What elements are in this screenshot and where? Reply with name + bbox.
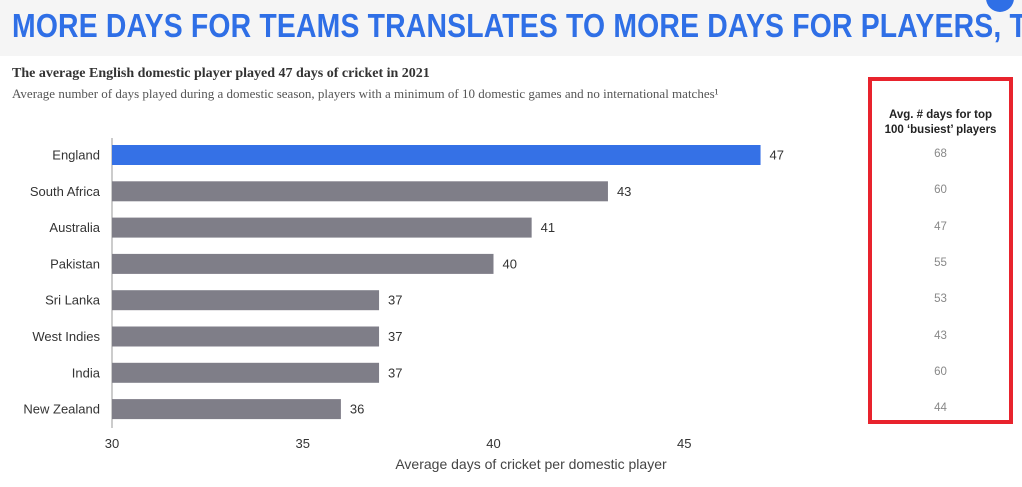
value-label: 37 — [388, 329, 402, 344]
value-label: 36 — [350, 402, 364, 417]
value-label: 40 — [503, 256, 517, 271]
category-label: Australia — [49, 220, 100, 235]
chart-subtitle: Average number of days played during a d… — [12, 86, 719, 101]
x-axis-title: Average days of cricket per domestic pla… — [395, 456, 667, 472]
busiest-players-value: 68 — [934, 148, 947, 160]
x-tick-label: 45 — [677, 436, 691, 451]
busiest-players-value: 47 — [934, 220, 947, 233]
busiest-players-panel: Avg. # days for top 100 ‘busiest’ player… — [868, 77, 1013, 424]
category-label: South Africa — [30, 184, 101, 199]
x-tick-label: 30 — [105, 436, 119, 451]
value-label: 43 — [617, 184, 631, 199]
value-label: 47 — [770, 148, 784, 163]
bar-chart: England 47 South Africa 43 Australia 41 Pakist… — [23, 138, 784, 472]
headline: MORE DAYS FOR TEAMS TRANSLATES TO MORE D… — [12, 7, 1022, 44]
busiest-players-value: 55 — [934, 256, 947, 269]
busiest-players-header-line2: 100 ‘busiest’ players — [884, 124, 997, 136]
category-label: New Zealand — [23, 402, 100, 417]
bar-south-africa — [112, 181, 608, 202]
bar-australia — [112, 217, 532, 238]
bar-west-indies — [112, 326, 380, 347]
x-tick-label: 40 — [486, 436, 500, 451]
busiest-players-value: 60 — [934, 184, 947, 197]
chart-title: The average English domestic player play… — [12, 66, 430, 81]
value-label: 41 — [541, 220, 555, 235]
busiest-players-header: Avg. # days for top 100 ‘busiest’ player… — [872, 108, 1009, 138]
headline-banner: MORE DAYS FOR TEAMS TRANSLATES TO MORE D… — [0, 0, 1022, 56]
value-label: 37 — [388, 365, 402, 380]
category-label: West Indies — [32, 329, 100, 344]
category-label: Sri Lanka — [45, 293, 101, 308]
corner-badge-icon — [986, 0, 1014, 12]
busiest-players-value: 43 — [934, 329, 947, 342]
bar-india — [112, 362, 380, 383]
bar-england — [112, 145, 761, 165]
category-label: India — [72, 365, 101, 380]
category-label: Pakistan — [50, 256, 100, 271]
busiest-players-header-line1: Avg. # days for top — [888, 109, 993, 121]
busiest-players-value: 60 — [934, 365, 947, 378]
bar-new-zealand — [112, 399, 341, 420]
category-label: England — [52, 148, 100, 163]
x-tick-label: 35 — [296, 436, 310, 451]
bar-pakistan — [112, 253, 494, 274]
busiest-players-value: 44 — [934, 402, 947, 415]
busiest-players-value: 53 — [934, 293, 947, 306]
value-label: 37 — [388, 293, 402, 308]
bar-sri-lanka — [112, 290, 380, 311]
